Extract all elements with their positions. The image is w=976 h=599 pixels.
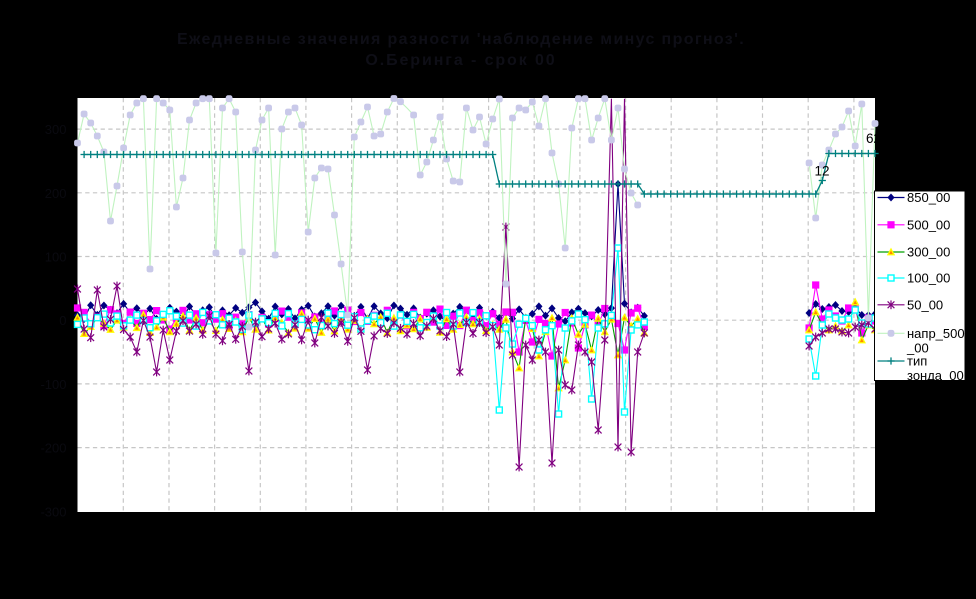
svg-text:850_00: 850_00 xyxy=(907,190,950,205)
svg-text:-200: -200 xyxy=(40,441,66,456)
svg-text:300: 300 xyxy=(45,122,67,137)
svg-text:100: 100 xyxy=(45,250,67,265)
svg-text:300_00: 300_00 xyxy=(907,245,950,260)
svg-text:тип: тип xyxy=(907,354,927,369)
svg-text:-300: -300 xyxy=(40,504,66,519)
svg-text:_00: _00 xyxy=(906,340,929,355)
svg-text:200: 200 xyxy=(45,186,67,201)
svg-text:500_00: 500_00 xyxy=(907,217,950,232)
svg-text:-100: -100 xyxy=(40,377,66,392)
svg-text:напр_500: напр_500 xyxy=(907,326,965,341)
svg-text:зонда_00: зонда_00 xyxy=(907,368,964,383)
svg-text:12: 12 xyxy=(815,164,830,179)
svg-text:50_00: 50_00 xyxy=(907,297,943,312)
svg-text:Ежедневные значения разности ': Ежедневные значения разности 'наблюдение… xyxy=(177,31,745,48)
svg-text:О.Беринга - срок 00: О.Беринга - срок 00 xyxy=(365,52,556,69)
svg-text:62: 62 xyxy=(866,131,881,146)
svg-text:0: 0 xyxy=(59,313,66,328)
svg-text:100_00: 100_00 xyxy=(907,271,950,286)
